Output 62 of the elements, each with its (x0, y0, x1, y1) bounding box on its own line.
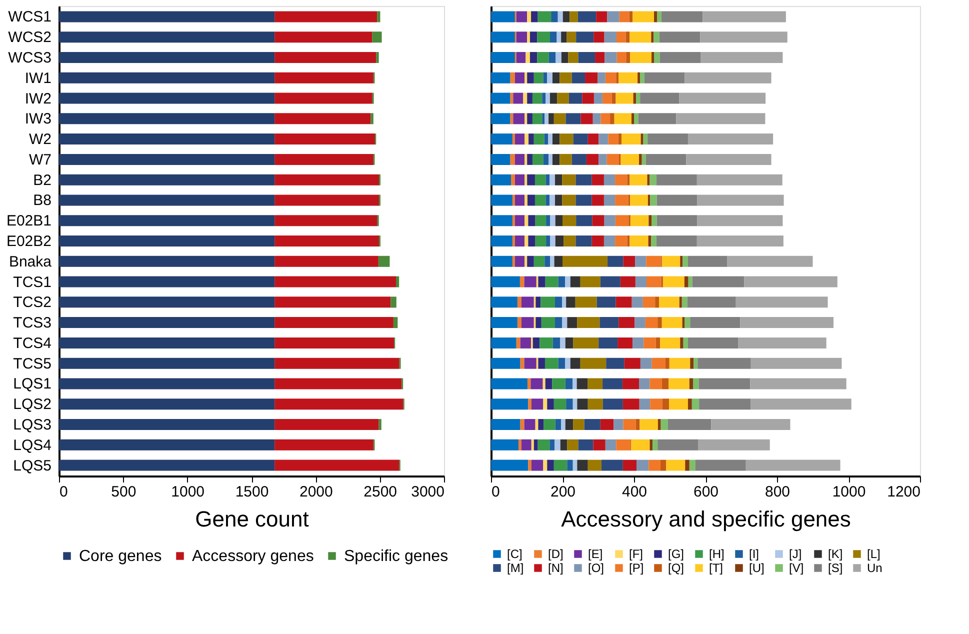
legend-label: Un (867, 561, 882, 575)
legend-label: [S] (828, 561, 843, 575)
legend-label: [T] (709, 561, 723, 575)
y-tick-label: E02B2 (6, 233, 52, 250)
legend-label: [O] (588, 561, 604, 575)
y-tick-label: WCS1 (8, 8, 52, 26)
legend-label: [H] (709, 547, 724, 561)
y-tick-label: W7 (29, 151, 52, 168)
y-tick-label: TCS4 (13, 334, 52, 352)
y-tick-label: WCS3 (8, 49, 52, 66)
y-tick-label: LQS3 (13, 416, 52, 434)
y-tick-label: TCS3 (13, 314, 52, 332)
y-tick-label: TCS5 (13, 355, 52, 372)
legend-label: [C] (507, 547, 522, 561)
legend-label: Core genes (79, 548, 162, 565)
x-tick-label: 0 (60, 484, 68, 500)
legend-label: [I] (749, 547, 760, 561)
x-tick-label: 1500 (235, 484, 269, 500)
x-tick-label: 1200 (887, 484, 920, 500)
x-tick-label: 2000 (299, 484, 333, 500)
legend-label: [G] (668, 547, 684, 561)
x-tick-label: 3000 (411, 484, 444, 500)
y-tick-label: LQS4 (13, 436, 52, 454)
y-tick-label: LQS5 (13, 457, 52, 474)
x-axis-title: Accessory and specific genes (561, 506, 851, 532)
y-tick-label: IW1 (24, 70, 52, 87)
x-tick-label: 500 (111, 484, 136, 500)
x-tick-label: 2500 (364, 484, 398, 500)
legend-label: [N] (548, 561, 564, 575)
legend-label: [V] (789, 561, 804, 575)
y-tick-label: LQS2 (13, 396, 52, 414)
y-tick-label: B8 (33, 192, 52, 210)
y-tick-label: TCS1 (13, 274, 52, 291)
y-tick-label: LQS1 (13, 376, 52, 393)
legend-label: [L] (867, 547, 880, 561)
x-tick-label: 800 (764, 484, 790, 500)
x-tick-label: 1000 (832, 484, 866, 500)
legend-label: [D] (548, 547, 564, 561)
legend-label: [J] (789, 547, 802, 561)
x-tick-label: 0 (492, 484, 500, 500)
legend-label: Specific genes (344, 548, 448, 565)
x-tick-label: 400 (622, 484, 648, 500)
y-tick-label: WCS2 (8, 29, 52, 46)
legend-label: [U] (749, 561, 764, 575)
y-tick-label: IW3 (24, 110, 52, 128)
legend-label: [E] (588, 547, 603, 561)
x-tick-label: 1000 (171, 484, 205, 500)
y-tick-label: B2 (33, 172, 52, 189)
legend-label: [Q] (668, 561, 684, 575)
legend-label: [F] (629, 547, 643, 561)
legend-label: [P] (629, 561, 644, 575)
legend-label: [K] (828, 547, 843, 561)
legend-label: Accessory genes (192, 548, 314, 565)
y-tick-label: IW2 (24, 90, 52, 108)
y-tick-label: E02B1 (6, 212, 52, 230)
y-tick-label: TCS2 (13, 294, 52, 312)
y-tick-label: W2 (29, 131, 52, 148)
x-tick-label: 600 (693, 484, 719, 500)
legend-label: [M] (507, 561, 524, 575)
y-tick-label: Bnaka (8, 253, 52, 270)
x-axis-title: Gene count (195, 506, 309, 532)
x-tick-label: 200 (550, 484, 576, 500)
